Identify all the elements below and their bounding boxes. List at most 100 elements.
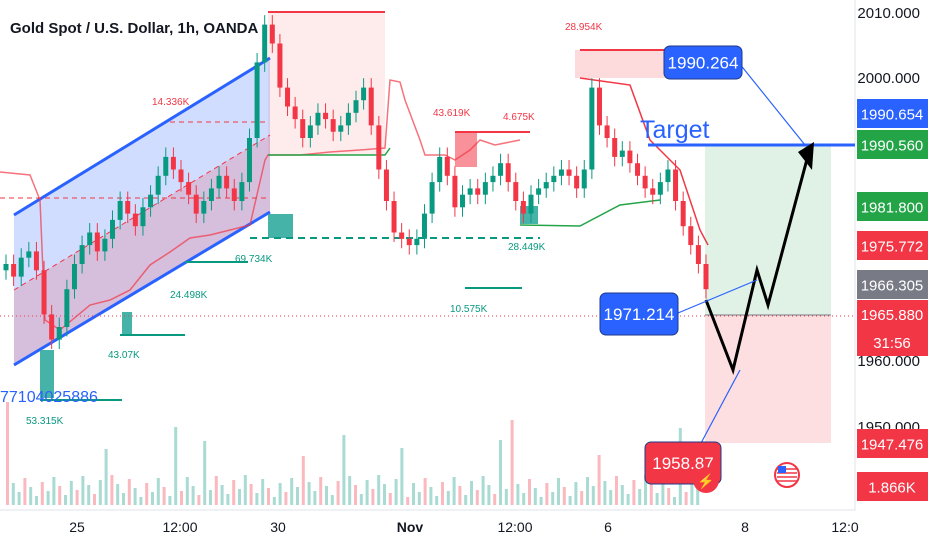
callout-connector-2 [677,279,758,314]
volume-bar [603,481,607,505]
volume-bar [429,487,433,505]
volume-bar [296,487,299,505]
position-profit-zone [705,145,831,315]
volume-bar [180,491,183,505]
candle-body [262,24,268,63]
callout-entry-box [599,292,679,336]
candle-body [406,238,412,246]
candle-body [558,169,564,176]
time-tick-label: Nov [397,519,424,535]
candle-body [170,156,176,170]
volume-bar [40,482,44,505]
callout-target-box [663,45,743,80]
projection-path [704,147,812,376]
candle-body [421,213,427,239]
price-badge-text: 1981.800 [861,200,924,217]
time-tick-label: 30 [270,519,286,535]
volume-bar [493,494,497,505]
volume-bar [93,494,96,505]
volume-bar [655,493,659,505]
candle-body [254,62,260,138]
price-badge-text: 1990.560 [861,138,924,155]
volume-bar [255,493,259,505]
candle-body [208,188,214,201]
volume-bar [75,490,79,505]
volume-bar [504,489,508,505]
candle-body [536,188,542,195]
candle-body [619,150,625,157]
channel-lower-fill [14,135,270,365]
volume-bar [545,483,549,505]
volume-bar [133,488,137,505]
volume-bar [249,484,253,505]
volume-bar [377,475,381,505]
candle-body [604,125,610,138]
price-badge [857,429,928,458]
candle-body [498,163,504,176]
annotation-label: 10.575K [450,304,488,315]
callout-entry-text: 1971.214 [604,305,675,324]
annotation-label: 28.449K [508,242,546,253]
candle-body [353,100,359,113]
candle-body [513,182,519,201]
volume-bar [81,476,85,505]
candle-body [33,251,39,271]
price-badge-text: 1990.654 [861,107,924,124]
candle-body [201,201,207,214]
candle-body [315,112,321,126]
annotation-label: 69.734K [235,254,273,265]
volume-bar [17,492,21,505]
volume-bar [383,484,386,505]
volume-bar [220,485,224,505]
candle-body [574,175,580,189]
candle-body [475,188,481,195]
volume-bar [400,448,404,505]
volume-bar [151,492,154,505]
candle-body [665,169,671,183]
annotation-label: 24.498K [170,290,208,301]
price-badge-text: 1966.305 [861,278,924,295]
volume-bar [458,486,462,505]
candle-body [178,169,184,183]
volume-bar [591,486,595,505]
candle-body [429,182,435,214]
volume-bar [139,497,143,505]
candle-body [444,156,450,176]
candle-body [193,194,199,214]
trailing-stop-green-2 [519,199,661,227]
volume-bar [197,495,201,505]
volume-bar [319,477,323,505]
candle-body [505,163,511,183]
candle-body [163,156,169,176]
volume-bar [209,490,212,505]
candle-body [216,175,222,189]
price-badge [857,270,928,299]
volume-bar [35,496,38,505]
candle-body [56,327,62,340]
volume-bar [394,479,398,505]
price-badge-text: 1947.476 [861,437,924,454]
volume-bar [632,480,636,505]
annotation-label: 43.619K [433,108,471,119]
candle-body [543,182,549,189]
volume-bar [435,496,439,505]
candle-body [117,201,123,220]
volume-bar [29,487,33,505]
candle-body [224,175,230,189]
target-label: Target [640,116,710,144]
flag-canton [778,466,786,473]
candle-body [680,201,686,227]
candle-body [596,87,602,126]
candle-body [414,238,420,246]
volume-bar [649,484,653,505]
volume-bar [52,477,56,505]
candle-body [323,112,329,120]
volume-bar [487,485,491,505]
volume-bar [226,494,230,505]
candle-body [94,232,100,252]
channel-mid-line [13,134,271,291]
price-badge [857,472,928,501]
volume-bar [203,441,207,505]
candle-body [11,264,17,277]
